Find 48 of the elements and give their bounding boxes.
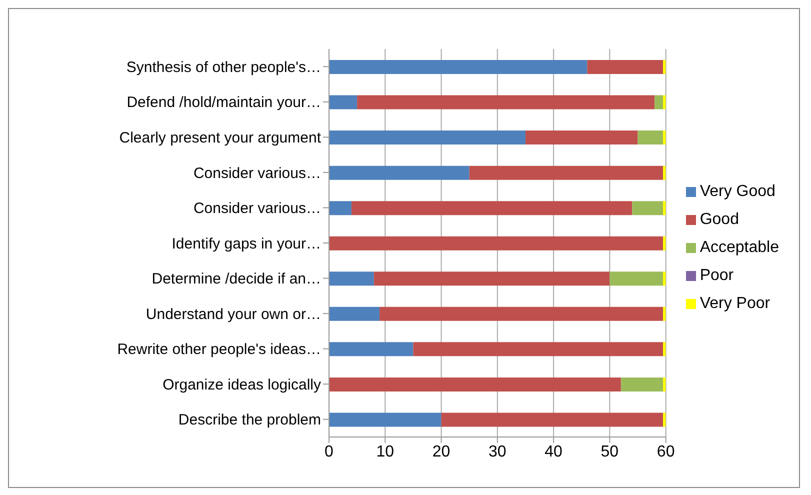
x-tick-label: 0 xyxy=(324,443,334,460)
bar xyxy=(610,272,664,286)
y-tick-label: Consider various… xyxy=(193,200,321,218)
y-tick-label: Clearly present your argument xyxy=(119,130,322,147)
y-tick-label: Describe the problem xyxy=(178,412,321,429)
y-tick-label: Identify gaps in your… xyxy=(172,235,321,252)
legend-label: Very Poor xyxy=(700,295,770,312)
bar xyxy=(329,130,526,145)
bar xyxy=(329,166,470,180)
x-tick-label: 60 xyxy=(656,443,675,460)
legend-label: Very Good xyxy=(700,183,776,200)
bar xyxy=(620,377,664,392)
bar xyxy=(329,60,588,74)
bar xyxy=(380,306,664,321)
y-tick-label: Consider various… xyxy=(193,164,321,182)
bar xyxy=(329,342,414,356)
bar xyxy=(632,201,664,216)
x-tick-label: 30 xyxy=(488,443,506,460)
bar xyxy=(413,342,664,356)
bar xyxy=(654,95,664,110)
bar xyxy=(329,272,374,286)
bar xyxy=(441,412,664,427)
bar xyxy=(329,201,352,216)
bar xyxy=(587,60,664,74)
bar xyxy=(329,377,621,392)
y-tick-label: Determine /decide if an… xyxy=(152,270,321,288)
legend-label: Good xyxy=(700,211,739,228)
bar xyxy=(469,166,664,180)
y-tick-label: Understand your own or… xyxy=(146,306,321,323)
y-tick-label: Rewrite other people's ideas… xyxy=(117,341,321,358)
bar xyxy=(329,236,664,250)
y-tick-label: Synthesis of other people's… xyxy=(126,58,321,76)
x-tick-label: 40 xyxy=(544,443,563,460)
bar xyxy=(525,130,638,145)
legend-label: Poor xyxy=(700,267,734,284)
legend-label: Acceptable xyxy=(700,239,779,256)
bar xyxy=(357,95,655,110)
x-tick-label: 20 xyxy=(432,443,450,460)
y-tick-label: Defend /hold/maintain your… xyxy=(126,94,321,112)
y-tick-label: Organize ideas logically xyxy=(162,376,322,394)
bar xyxy=(329,95,358,110)
bar xyxy=(329,306,380,321)
x-tick-label: 10 xyxy=(376,443,394,460)
bar xyxy=(329,412,442,427)
bar xyxy=(638,130,664,145)
x-tick-label: 50 xyxy=(600,443,619,460)
bar xyxy=(351,201,632,216)
bar xyxy=(374,272,610,286)
